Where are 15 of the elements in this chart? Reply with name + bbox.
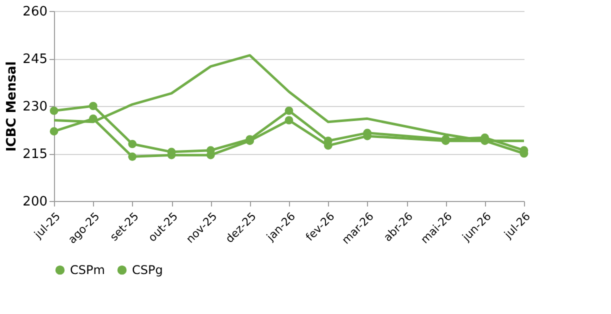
point [128, 140, 137, 148]
point [284, 116, 294, 124]
point [284, 106, 294, 115]
y-tick-label: 230 [22, 100, 48, 114]
y-tick-label: 260 [22, 4, 48, 20]
y-tick-label: 200 [22, 194, 48, 210]
y-tick-label: 215 [22, 147, 48, 162]
point [128, 152, 137, 161]
point [50, 127, 58, 136]
point [50, 106, 58, 115]
y-axis-title: ICBC Mensal [4, 61, 20, 152]
legend-label: CSPm [70, 263, 105, 278]
point [88, 102, 98, 110]
legend-label: CSPg [132, 263, 163, 278]
y-tick-label: 245 [22, 52, 48, 67]
